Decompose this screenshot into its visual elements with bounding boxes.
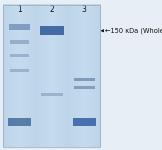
Text: 3: 3 [82, 5, 87, 14]
Bar [73, 118, 96, 126]
Bar [40, 93, 63, 96]
Bar [3, 4, 100, 147]
Bar [8, 118, 31, 126]
Bar [10, 54, 29, 57]
Bar [74, 78, 95, 81]
Text: 2: 2 [49, 5, 54, 14]
Bar [74, 85, 95, 88]
Bar [10, 40, 29, 44]
Text: ←150 κDa (Whole antibody): ←150 κDa (Whole antibody) [101, 27, 162, 34]
Text: 1: 1 [17, 5, 22, 14]
Bar [10, 69, 29, 72]
Bar [9, 24, 30, 30]
Bar [40, 26, 64, 35]
